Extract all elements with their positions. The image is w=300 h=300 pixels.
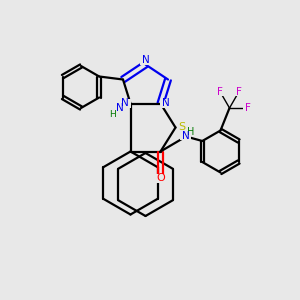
Bar xyxy=(233,87,244,96)
Bar xyxy=(215,87,226,96)
Bar xyxy=(185,127,196,136)
Bar xyxy=(114,103,125,112)
Text: S: S xyxy=(178,122,186,133)
Bar xyxy=(242,103,253,112)
Text: N: N xyxy=(142,55,149,65)
Bar xyxy=(106,110,118,119)
Bar xyxy=(140,56,151,65)
Bar xyxy=(176,123,188,132)
Bar xyxy=(155,174,166,183)
Text: H: H xyxy=(187,127,194,137)
Text: N: N xyxy=(162,98,170,109)
Text: O: O xyxy=(156,173,165,183)
Text: F: F xyxy=(236,87,242,97)
Text: N: N xyxy=(182,131,189,141)
Text: N: N xyxy=(121,98,129,109)
Text: F: F xyxy=(245,103,251,113)
Bar xyxy=(180,131,191,140)
Text: N: N xyxy=(116,103,123,113)
Bar xyxy=(119,99,130,108)
Bar xyxy=(160,99,172,108)
Text: F: F xyxy=(217,87,223,97)
Text: H: H xyxy=(109,110,116,119)
